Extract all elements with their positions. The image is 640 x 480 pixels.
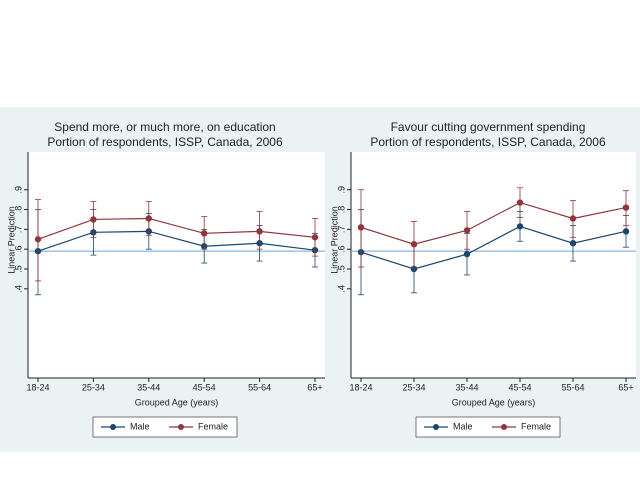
point <box>622 228 630 235</box>
point <box>34 236 42 243</box>
x-tick-label: 45-54 <box>508 382 531 392</box>
point <box>145 215 152 222</box>
legend-label: Male <box>130 421 150 431</box>
point <box>569 215 577 222</box>
plot-area <box>351 152 636 378</box>
point <box>90 216 97 223</box>
y-tick-label: .8 <box>13 206 23 214</box>
legend-label: Female <box>198 421 228 431</box>
y-tick-label: .6 <box>336 245 346 253</box>
point <box>357 224 365 231</box>
y-tick-label: .4 <box>13 285 23 293</box>
x-tick-label: 25-34 <box>82 382 105 392</box>
x-axis-label: Grouped Age (years) <box>452 397 536 407</box>
y-tick-label: .7 <box>336 226 346 234</box>
chart-subtitle: Portion of respondents, ISSP, Canada, 20… <box>370 135 606 149</box>
point <box>410 241 418 248</box>
point <box>463 227 471 234</box>
series-line <box>37 217 316 240</box>
x-tick-label: 65+ <box>618 382 633 392</box>
x-tick-label: 35-44 <box>137 382 160 392</box>
point <box>516 223 524 230</box>
chart-subtitle: Portion of respondents, ISSP, Canada, 20… <box>47 135 283 149</box>
point <box>516 199 524 206</box>
x-tick-label: 45-54 <box>193 382 216 392</box>
x-tick-label: 55-64 <box>248 382 271 392</box>
y-tick-label: .8 <box>336 206 346 214</box>
y-tick-label: .5 <box>336 265 346 273</box>
legend-marker <box>501 424 507 430</box>
point <box>463 250 471 258</box>
x-tick-label: 18-24 <box>26 382 49 392</box>
series-line <box>37 230 316 252</box>
point <box>569 240 577 247</box>
point <box>256 228 263 235</box>
y-tick-label: .9 <box>336 186 346 194</box>
chart-title: Favour cutting government spending <box>391 120 586 134</box>
point <box>622 204 630 211</box>
point <box>311 234 319 241</box>
x-tick-label: 25-34 <box>402 382 425 392</box>
chart-title: Spend more, or much more, on education <box>54 120 275 134</box>
legend-marker <box>433 424 439 430</box>
series-line <box>360 201 627 245</box>
y-tick-label: .4 <box>336 285 346 293</box>
y-axis-label: Linear Prediction <box>329 206 339 274</box>
x-axis-label: Grouped Age (years) <box>135 397 219 407</box>
y-tick-label: .6 <box>13 245 23 253</box>
legend-label: Female <box>521 421 551 431</box>
y-tick-label: .5 <box>13 265 23 273</box>
legend-label: Male <box>453 421 473 431</box>
legend-box <box>92 416 238 438</box>
x-tick-label: 18-24 <box>349 382 372 392</box>
legend-marker <box>178 424 184 430</box>
y-axis-label: Linear Prediction <box>6 206 16 274</box>
legend-marker <box>110 424 116 430</box>
y-tick-label: .7 <box>13 226 23 234</box>
x-tick-label: 55-64 <box>561 382 584 392</box>
x-tick-label: 65+ <box>307 382 322 392</box>
plot-area <box>28 152 325 378</box>
series-line <box>360 225 627 270</box>
y-tick-label: .9 <box>13 186 23 194</box>
x-tick-label: 35-44 <box>455 382 478 392</box>
legend-box <box>415 416 561 438</box>
point <box>201 230 208 237</box>
